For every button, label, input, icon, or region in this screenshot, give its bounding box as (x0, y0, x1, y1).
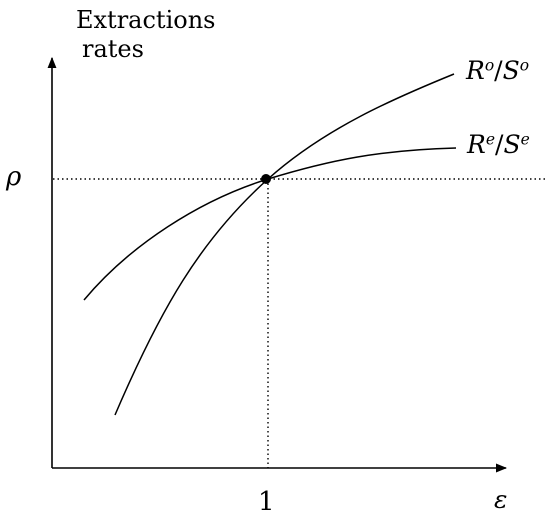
y-axis-label-line1: Extractions (76, 6, 216, 34)
curve-ro-so-label: Ro/So (466, 58, 529, 83)
curve-re-se-label: Re/Se (467, 132, 530, 157)
curve-ro-so-label-s-sup: o (519, 56, 530, 75)
x-tick-label-one: 1 (258, 487, 275, 517)
curve-ro-so-label-r: R (466, 56, 485, 85)
y-tick-label-rho: ρ (6, 162, 22, 192)
y-axis-label: Extractions rates (76, 6, 215, 64)
curve-re-se-label-s: S (503, 130, 521, 159)
curve-re-se-label-s-sup: e (520, 130, 530, 149)
x-axis-symbol: ε (494, 485, 508, 514)
curve-re-se-label-r: R (467, 130, 486, 159)
intersection-point (261, 174, 271, 184)
curve-ro-so-label-s: S (502, 56, 520, 85)
curve-ro-so-label-slash: / (494, 56, 503, 85)
curve-re-se (83, 147, 457, 301)
curve-ro-so (114, 73, 455, 416)
y-axis-label-line2: rates (82, 35, 144, 63)
curve-re-se-label-slash: / (495, 130, 504, 159)
curve-ro-so-label-r-sup: o (484, 56, 495, 75)
curve-re-se-label-r-sup: e (485, 130, 496, 149)
